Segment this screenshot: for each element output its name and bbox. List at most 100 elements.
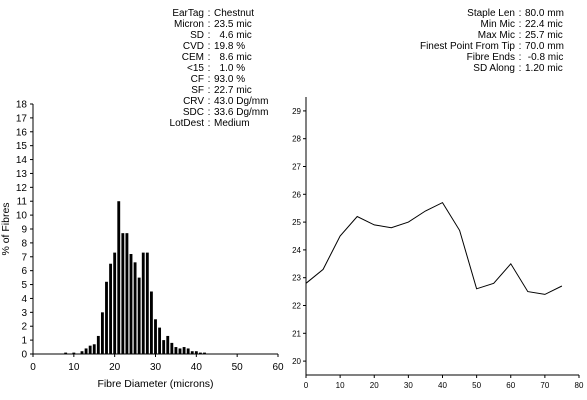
- histogram-bar: [178, 348, 182, 354]
- stat-separator: :: [207, 63, 211, 74]
- stat-row: Min Mic:22.4 mic: [400, 19, 564, 30]
- stat-value: 43.0 Dg/mm: [214, 96, 269, 107]
- stat-separator: :: [207, 19, 211, 30]
- y-tick-label: 16: [16, 127, 28, 138]
- stat-value: 25.7 mic: [525, 30, 563, 41]
- y-tick-label: 14: [16, 155, 28, 166]
- histogram-bar: [145, 252, 149, 354]
- stat-value: 19.8 %: [214, 41, 246, 52]
- stat-row: Max Mic:25.7 mic: [400, 30, 564, 41]
- y-tick-label: 4: [21, 294, 27, 305]
- stat-value: 22.4 mic: [525, 19, 563, 30]
- histogram-bar: [158, 327, 162, 354]
- histogram-bar: [72, 352, 76, 354]
- stat-value: 22.7 mic: [214, 85, 252, 96]
- y-tick-label: 12: [16, 183, 28, 194]
- histogram-bar: [137, 277, 141, 354]
- stat-separator: :: [518, 41, 522, 52]
- stat-row: SD: 4.6 mic: [130, 30, 268, 41]
- x-tick-label: 80: [575, 381, 584, 390]
- stat-label: CVD: [182, 41, 204, 52]
- stat-separator: :: [207, 8, 211, 19]
- histogram-bar: [149, 291, 153, 354]
- histogram-bar: [170, 342, 174, 354]
- x-tick-label: 50: [472, 381, 481, 390]
- stat-row: CRV:43.0 Dg/mm: [130, 96, 268, 107]
- fibre-stats-left: EarTag: Chestnut Micron:23.5 mic SD: 4.6 mi…: [130, 8, 269, 129]
- x-tick-label: 10: [336, 381, 345, 390]
- y-tick-label: 1: [21, 336, 27, 347]
- stat-label: Fibre Ends: [466, 52, 515, 63]
- stat-value: 33.6 Dg/mm: [214, 107, 269, 118]
- histogram-bar: [182, 347, 186, 354]
- stat-label: <15: [187, 63, 204, 74]
- histogram-bar: [113, 252, 117, 354]
- stat-value: Chestnut: [214, 8, 255, 19]
- stat-separator: :: [207, 107, 211, 118]
- y-tick-label: 24: [292, 246, 301, 255]
- y-tick-label: 2: [21, 322, 27, 333]
- stat-row: CEM: 8.6 mic: [130, 52, 268, 63]
- x-tick-label: 30: [150, 362, 162, 373]
- histogram-bar: [133, 262, 137, 354]
- y-tick-label: 3: [21, 308, 27, 319]
- histogram-bar: [198, 352, 202, 354]
- y-tick-label: 8: [21, 238, 27, 249]
- stat-label: Finest Point From Tip: [419, 41, 515, 52]
- y-tick-label: 27: [292, 163, 301, 172]
- stat-row: SDC:33.6 Dg/mm: [130, 107, 269, 118]
- histogram-bar: [194, 351, 198, 354]
- y-tick-label: 26: [292, 190, 301, 199]
- y-tick-label: 15: [16, 141, 28, 152]
- histogram-bar: [125, 233, 129, 354]
- histogram-bar: [88, 345, 92, 354]
- stat-label: CEM: [181, 52, 204, 63]
- stat-label: LotDest: [169, 118, 204, 129]
- y-tick-label: 21: [292, 329, 301, 338]
- histogram-bar: [105, 281, 108, 354]
- stat-row: SD Along:1.20 mic: [400, 63, 564, 74]
- histogram-bar: [96, 335, 100, 354]
- stat-label: Max Mic: [477, 30, 515, 41]
- stat-label: CRV: [183, 96, 204, 107]
- y-tick-label: 6: [21, 266, 27, 277]
- histogram-bar: [166, 335, 170, 354]
- stat-value: 93.0 %: [214, 74, 246, 85]
- y-tick-label: 13: [16, 169, 28, 180]
- stat-value: 70.0 mm: [525, 41, 564, 52]
- stat-row: Fibre Ends: -0.8 mic: [400, 52, 564, 63]
- histogram-bar: [92, 344, 96, 354]
- stat-label: Staple Len: [467, 8, 515, 19]
- y-tick-label: 10: [16, 211, 28, 222]
- y-tick-label: 28: [292, 135, 301, 144]
- x-tick-label: 20: [109, 362, 121, 373]
- y-tick-label: 9: [21, 225, 27, 236]
- stat-separator: :: [518, 19, 522, 30]
- x-tick-label: 60: [506, 381, 515, 390]
- stat-row: LotDest: Medium: [130, 118, 268, 129]
- histogram-bar: [84, 348, 88, 354]
- y-tick-label: 29: [292, 107, 301, 116]
- histogram-bar: [121, 233, 125, 354]
- stat-separator: :: [207, 118, 211, 129]
- stat-value: 23.5 mic: [214, 19, 252, 30]
- stat-row: <15: 1.0 %: [130, 63, 268, 74]
- histogram-bar: [100, 312, 104, 354]
- x-axis-label: Fibre Diameter (microns): [97, 378, 213, 390]
- y-tick-label: 7: [21, 252, 27, 263]
- y-tick-label: 25: [292, 218, 301, 227]
- stat-row: CF:93.0 %: [130, 74, 268, 85]
- x-tick-label: 60: [272, 362, 284, 373]
- stat-separator: :: [518, 30, 522, 41]
- stat-separator: :: [518, 8, 522, 19]
- x-tick-label: 0: [30, 362, 36, 373]
- histogram-bar: [80, 351, 84, 354]
- y-tick-label: 20: [292, 357, 301, 366]
- histogram-bar: [174, 347, 178, 354]
- x-tick-label: 40: [191, 362, 203, 373]
- x-tick-label: 20: [370, 381, 379, 390]
- histogram-bar: [203, 352, 206, 354]
- histogram-bar: [129, 254, 133, 354]
- y-tick-label: 0: [21, 350, 27, 361]
